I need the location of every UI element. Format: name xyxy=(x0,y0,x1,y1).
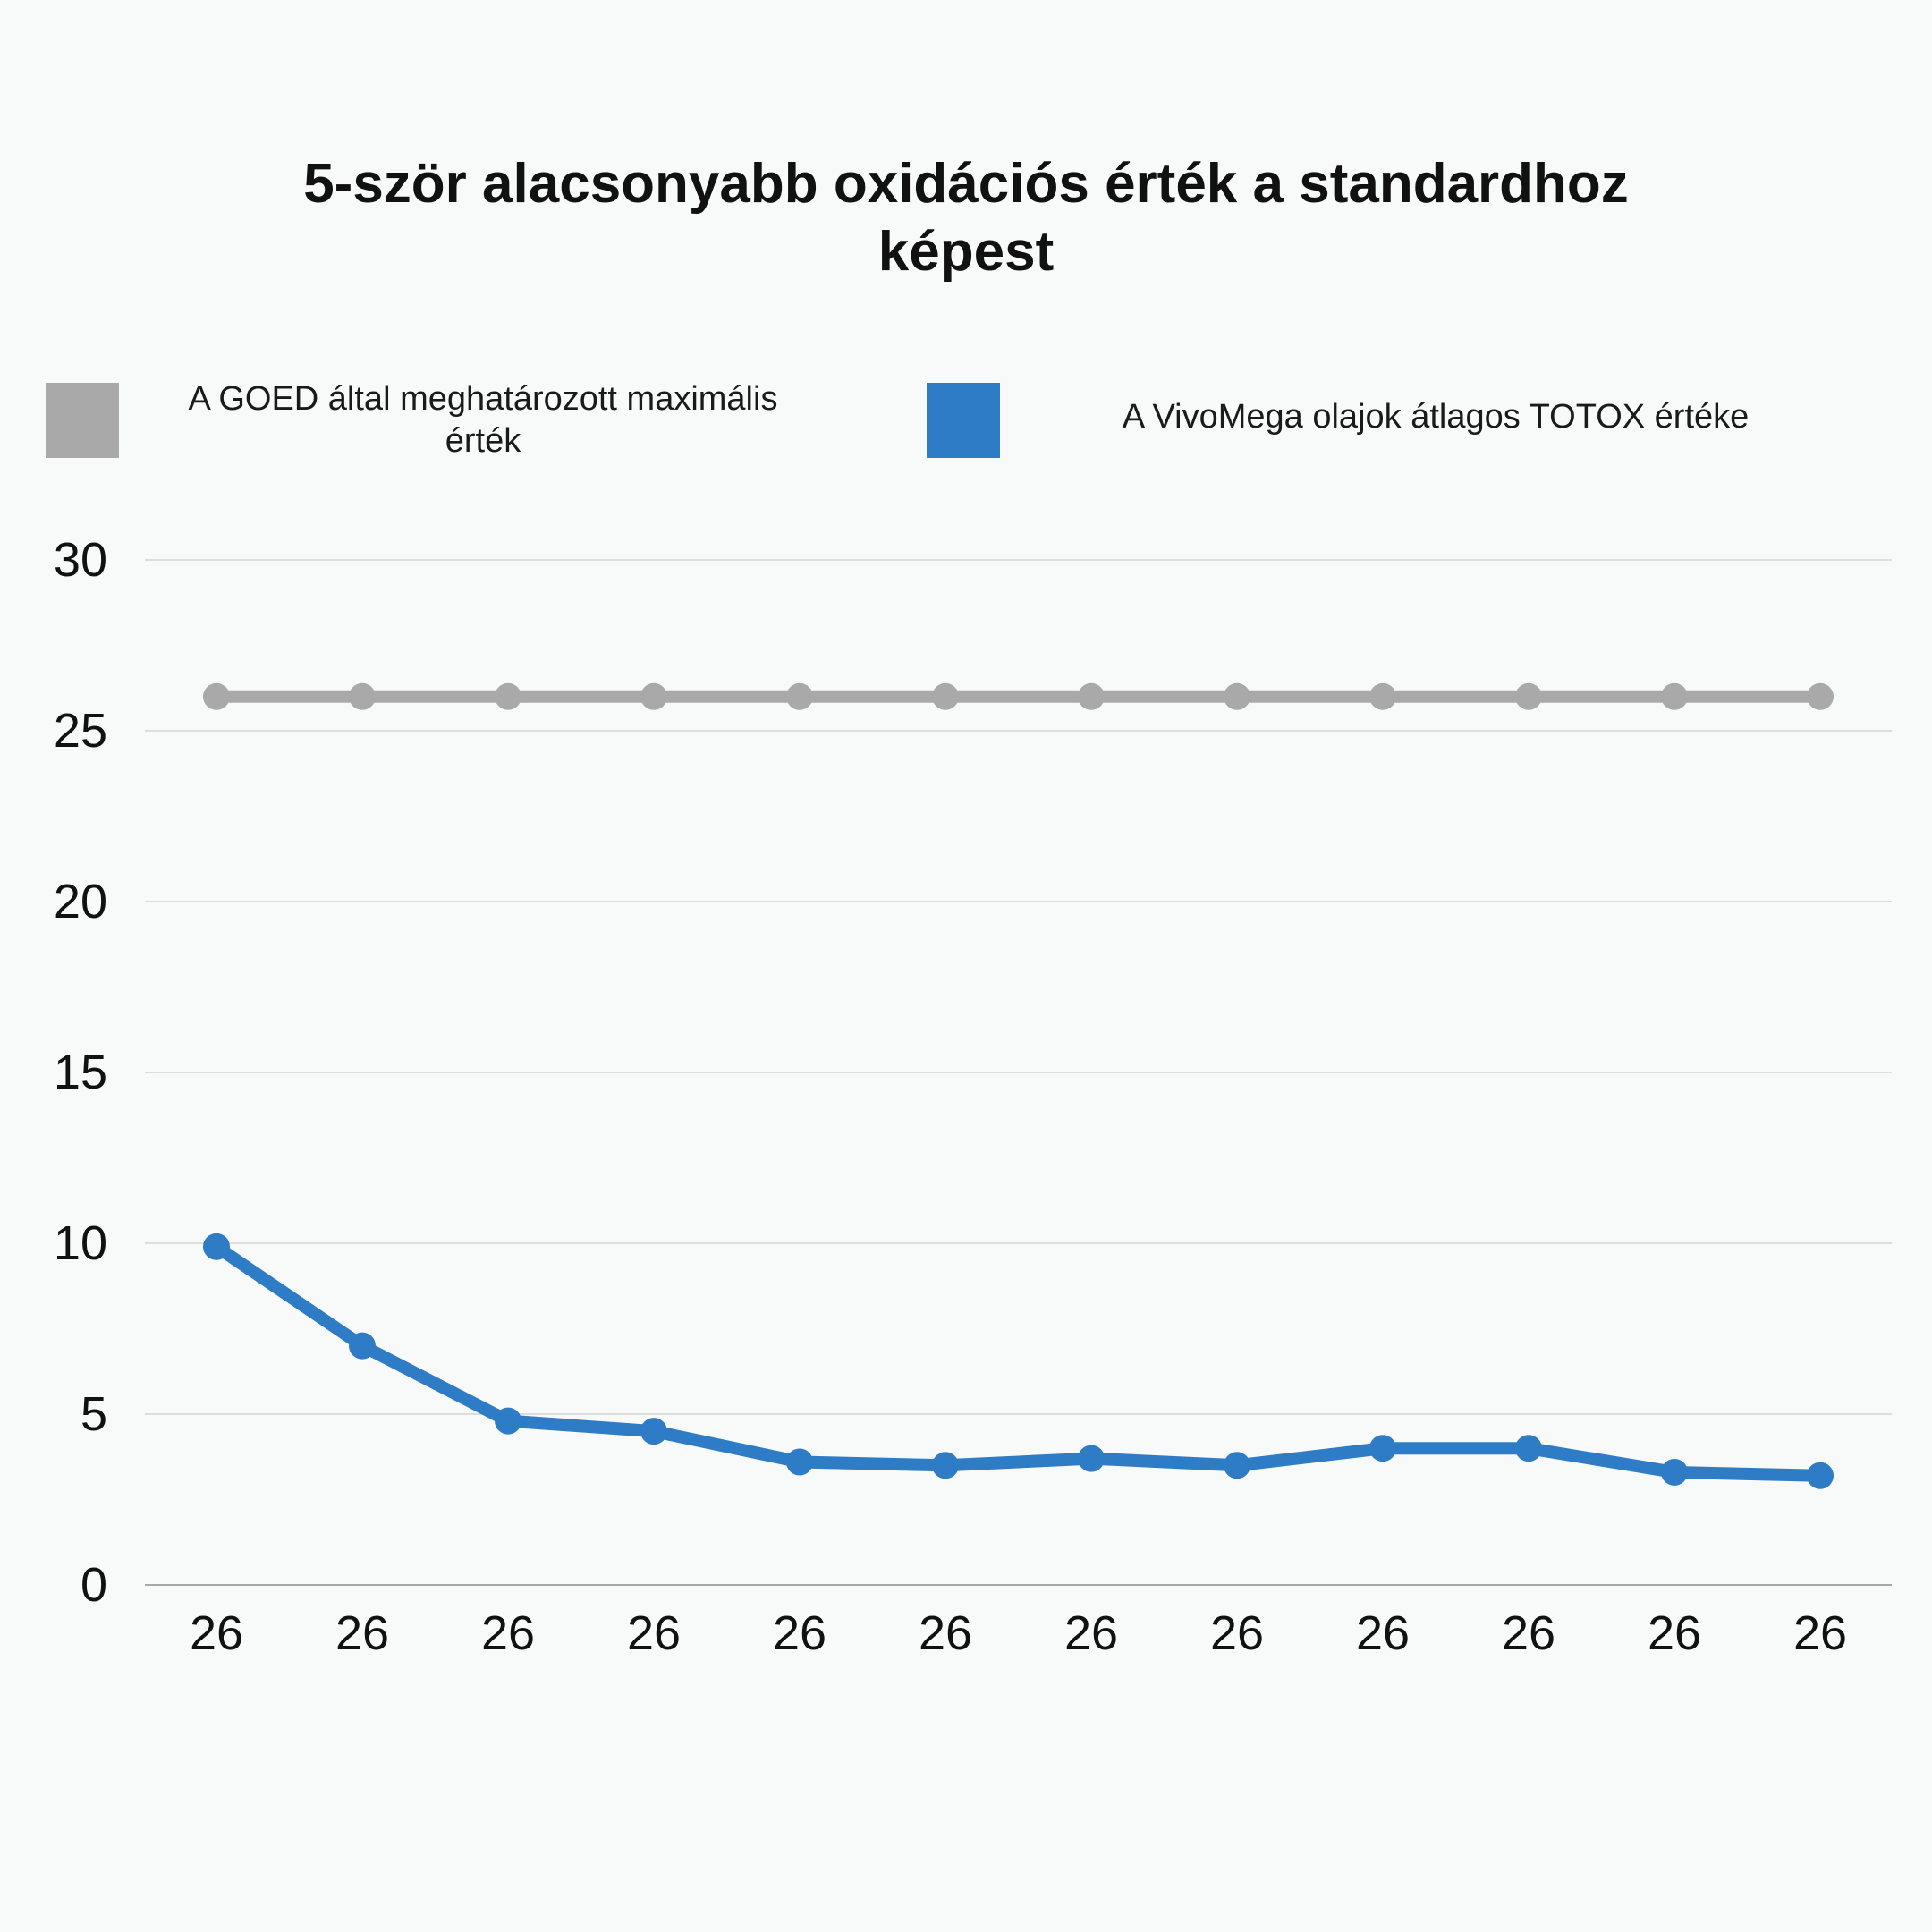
data-point-goed xyxy=(349,682,376,710)
x-tick-label: 26 xyxy=(919,1606,972,1660)
data-point-goed xyxy=(203,682,230,710)
data-point-goed xyxy=(1515,682,1542,710)
data-point-vivomega xyxy=(786,1448,813,1476)
x-tick-label: 26 xyxy=(1064,1606,1118,1660)
data-point-goed xyxy=(1807,682,1834,710)
x-tick-label: 26 xyxy=(1356,1606,1410,1660)
data-point-vivomega xyxy=(932,1452,959,1479)
y-tick-label: 25 xyxy=(54,704,107,758)
legend-label-goed: A GOED által meghatározott maximális ért… xyxy=(188,380,778,460)
data-point-goed xyxy=(932,682,959,710)
data-point-vivomega xyxy=(1369,1435,1396,1462)
data-point-vivomega xyxy=(640,1418,667,1445)
data-point-vivomega xyxy=(1661,1458,1688,1486)
x-tick-label: 26 xyxy=(335,1606,389,1660)
chart-title: 5-ször alacsonyabb oxidációs érték a sta… xyxy=(303,153,1629,283)
data-point-goed xyxy=(640,682,667,710)
legend-swatch-goed xyxy=(46,383,119,458)
y-tick-label: 20 xyxy=(54,875,107,928)
x-tick-label: 26 xyxy=(1502,1606,1555,1660)
data-point-vivomega xyxy=(349,1332,376,1360)
data-point-goed xyxy=(1369,682,1396,710)
x-tick-label: 26 xyxy=(481,1606,535,1660)
data-point-vivomega xyxy=(1078,1445,1105,1472)
data-point-vivomega xyxy=(1224,1452,1250,1479)
x-tick-label: 26 xyxy=(773,1606,826,1660)
x-tick-label: 26 xyxy=(1648,1606,1701,1660)
y-tick-label: 30 xyxy=(54,533,107,587)
legend-label-vivomega: A VivoMega olajok átlagos TOTOX értéke xyxy=(1122,398,1750,436)
data-point-goed xyxy=(1224,682,1250,710)
data-point-vivomega xyxy=(1515,1435,1542,1462)
x-tick-label: 26 xyxy=(627,1606,681,1660)
y-tick-label: 5 xyxy=(80,1387,107,1441)
y-tick-label: 10 xyxy=(54,1216,107,1270)
data-point-vivomega xyxy=(1807,1462,1834,1489)
data-point-vivomega xyxy=(203,1233,230,1260)
y-tick-label: 15 xyxy=(54,1046,107,1099)
data-point-goed xyxy=(786,682,813,710)
data-point-vivomega xyxy=(495,1407,521,1435)
x-tick-label: 26 xyxy=(1210,1606,1264,1660)
data-point-goed xyxy=(1078,682,1105,710)
series-line-vivomega xyxy=(210,1240,1826,1482)
x-tick-label: 26 xyxy=(1793,1606,1847,1660)
legend-swatch-vivomega xyxy=(927,383,1000,458)
x-tick-label: 26 xyxy=(190,1606,243,1660)
data-point-goed xyxy=(1661,682,1688,710)
y-tick-label: 0 xyxy=(80,1558,107,1612)
data-point-goed xyxy=(495,682,521,710)
